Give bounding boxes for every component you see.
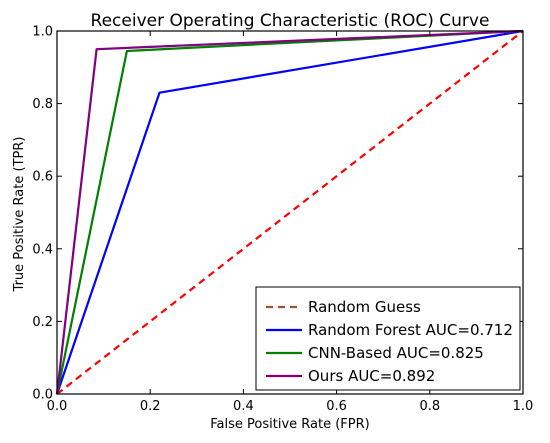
x-axis-label: False Positive Rate (FPR) (210, 417, 369, 432)
y-tick-label: 0.8 (32, 97, 53, 112)
legend-label-1: Random Forest AUC=0.712 (308, 321, 513, 339)
y-tick-label: 1.0 (32, 25, 53, 40)
plot-frame (56, 30, 524, 395)
axis-ticks: 0.0 0.2 0.4 0.6 0.8 1.0 0.0 0.2 0.4 0.6 0.8 1.0 (32, 25, 533, 415)
series-line-3 (55, 29, 524, 395)
x-tick-label: 1.0 (513, 399, 534, 414)
x-tick-label: 0.8 (419, 399, 440, 414)
legend-box (255, 286, 521, 391)
legend-label-3: Ours AUC=0.892 (308, 367, 435, 385)
y-tick-label: 0.2 (32, 315, 53, 330)
series-line-0 (56, 30, 524, 395)
x-tick-label: 0.2 (140, 399, 161, 414)
x-tick-label: 0.4 (233, 399, 254, 414)
legend-label-0: Random Guess (308, 298, 421, 316)
y-tick-label: 0.0 (32, 388, 53, 403)
y-tick-label: 0.6 (32, 170, 53, 185)
legend-label-2: CNN-Based AUC=0.825 (308, 344, 484, 362)
chart-title: Receiver Operating Characteristic (ROC) … (91, 11, 490, 31)
legend: Random Guess Random Forest AUC=0.712 CNN-B… (255, 286, 521, 391)
y-tick-label: 0.4 (32, 242, 53, 257)
x-tick-label: 0.0 (47, 399, 68, 414)
y-axis-label: True Positive Rate (TPR) (12, 137, 27, 293)
x-tick-label: 0.6 (326, 399, 347, 414)
series-line-1 (55, 29, 524, 395)
